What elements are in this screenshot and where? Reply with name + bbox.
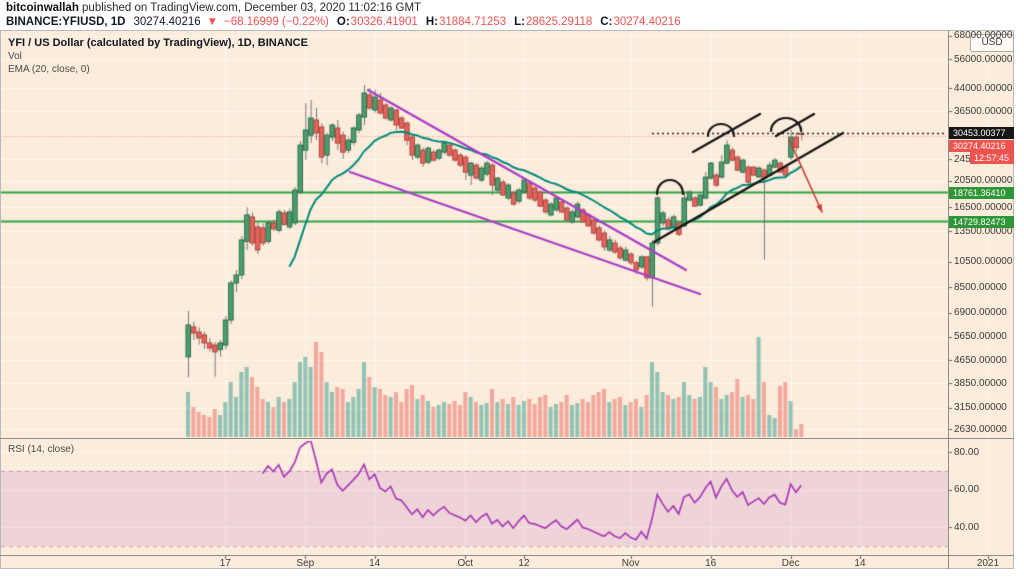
price-tick-label: 36500.00000 xyxy=(954,105,1013,117)
price-tick-label: 68000.00000 xyxy=(954,30,1013,42)
support-lower-price-tag: 14729.82473 xyxy=(949,215,1014,228)
time-tick-label: 16 xyxy=(705,558,717,569)
time-tick-label: 2021 xyxy=(976,558,1000,569)
price-tick-label: 10500.00000 xyxy=(954,256,1013,268)
rsi-tick-label: 60.00 xyxy=(954,484,980,495)
price-tick-label: 6900.00000 xyxy=(954,307,1007,319)
price-tick-label: 4650.00000 xyxy=(954,354,1007,366)
time-tick-label: Nov xyxy=(621,558,640,569)
time-axis-divider xyxy=(0,555,1014,556)
drawn-level-price-tag: 30453.00377 xyxy=(949,127,1014,139)
price-tick-label: 16500.00000 xyxy=(954,201,1013,213)
price-tick-label: 2630.00000 xyxy=(954,423,1007,435)
price-tick-label: 3850.00000 xyxy=(954,377,1007,389)
bar-countdown-tag: 12:57:45 xyxy=(970,152,1014,164)
main-legend[interactable]: YFI / US Dollar (calculated by TradingVi… xyxy=(8,36,308,76)
ema-legend[interactable]: EMA (20, close, 0) xyxy=(8,64,90,75)
pane-divider[interactable] xyxy=(0,438,1014,439)
last-price-tag: 30274.40216 xyxy=(949,139,1014,152)
price-tick-label: 56000.00000 xyxy=(954,53,1013,65)
rsi-legend[interactable]: RSI (14, close) xyxy=(8,444,75,455)
rsi-tick-label: 80.00 xyxy=(954,446,980,458)
volume-legend[interactable]: Vol xyxy=(8,51,22,62)
time-tick-label: 17 xyxy=(219,558,231,569)
price-tick-label: 20500.00000 xyxy=(954,175,1013,187)
price-tick-label: 3150.00000 xyxy=(954,402,1007,414)
time-tick-label: Oct xyxy=(457,558,474,569)
time-tick-label: Dec xyxy=(781,558,800,569)
chart-title: YFI / US Dollar (calculated by TradingVi… xyxy=(8,37,308,49)
price-tick-label: 5650.00000 xyxy=(954,331,1007,343)
time-tick-label: Sep xyxy=(296,558,315,569)
price-tick-label: 44000.00000 xyxy=(954,82,1013,94)
time-tick-label: 14 xyxy=(369,558,381,569)
price-tick-label: 13500.00000 xyxy=(954,225,1013,237)
currency-toggle-button[interactable]: USD xyxy=(970,34,1014,52)
support-upper-price-tag: 18761.36410 xyxy=(949,186,1014,199)
price-axis-divider[interactable] xyxy=(948,30,949,569)
rsi-tick-label: 40.00 xyxy=(954,521,980,533)
time-tick-label: 12 xyxy=(518,558,530,569)
price-tick-label: 8500.00000 xyxy=(954,281,1007,293)
time-tick-label: 14 xyxy=(854,558,866,569)
